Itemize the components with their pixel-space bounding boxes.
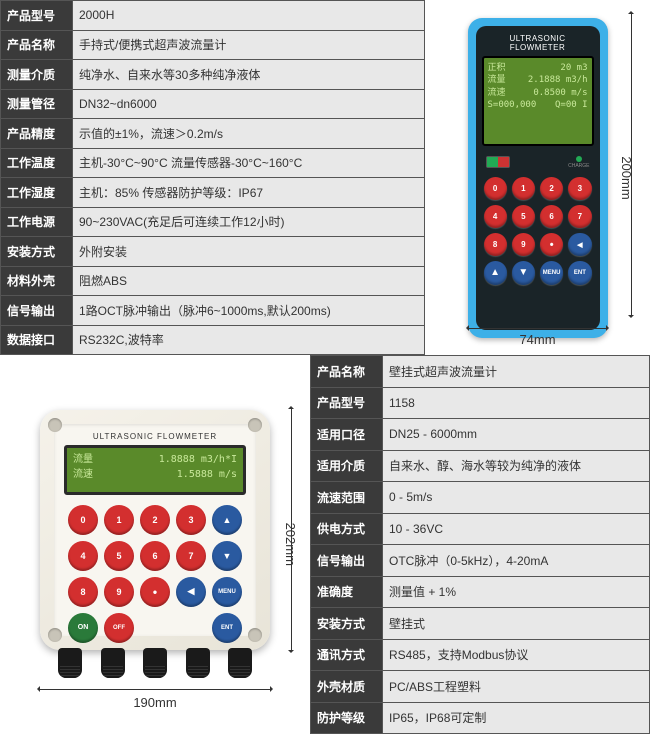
spec-label: 产品名称 [1,30,73,60]
table-row: 工作电源90~230VAC(充足后可连续工作12小时) [1,207,425,237]
spec-value: 主机-30°C~90°C 流量传感器-30°C~160°C [73,148,425,178]
spec-label: 工作温度 [1,148,73,178]
table-row: 数据接口RS232C,波特率 [1,325,425,355]
spec-value: 90~230VAC(充足后可连续工作12小时) [73,207,425,237]
spec-label: 测量管径 [1,89,73,119]
table-row: 产品型号2000H [1,1,425,31]
spec-label: 信号输出 [311,545,383,577]
spec-label: 准确度 [311,576,383,608]
spec-label: 工作电源 [1,207,73,237]
wallmount-height-dim: 202mm [283,522,298,565]
spec-value: 壁挂式超声波流量计 [383,356,650,388]
spec-value: PC/ABS工程塑料 [383,671,650,703]
spec-value: DN25 - 6000mm [383,419,650,451]
spec-label: 供电方式 [311,513,383,545]
table-row: 产品名称手持式/便携式超声波流量计 [1,30,425,60]
spec-label: 适用口径 [311,419,383,451]
table-row: 供电方式10 - 36VC [311,513,650,545]
spec-value: 示值的±1%，流速＞0.2m/s [73,119,425,149]
spec-value: 自来水、醇、海水等较为纯净的液体 [383,450,650,482]
wallmount-device-area: ULTRASONIC FLOWMETER 流量1.8888 m3/h*I 流速1… [0,355,310,734]
spec-label: 产品型号 [311,387,383,419]
handheld-device: ULTRASONIC FLOWMETER 正积20 m3 流量2.1888 m3… [468,18,608,338]
table-row: 材料外壳阻燃ABS [1,266,425,296]
spec-value: 2000H [73,1,425,31]
bottom-spec-table: 产品名称壁挂式超声波流量计产品型号1158适用口径DN25 - 6000mm适用… [310,355,650,734]
spec-label: 产品型号 [1,1,73,31]
spec-label: 适用介质 [311,450,383,482]
table-row: 适用口径DN25 - 6000mm [311,419,650,451]
spec-label: 测量介质 [1,60,73,90]
table-row: 工作湿度主机：85% 传感器防护等级：IP67 [1,178,425,208]
table-row: 产品精度示值的±1%，流速＞0.2m/s [1,119,425,149]
spec-value: DN32~dn6000 [73,89,425,119]
table-row: 安装方式外附安装 [1,237,425,267]
spec-value: IP65，IP68可定制 [383,702,650,734]
spec-value: 10 - 36VC [383,513,650,545]
spec-label: 外壳材质 [311,671,383,703]
table-row: 测量介质纯净水、自来水等30多种纯净液体 [1,60,425,90]
handheld-height-dim: 200mm [619,156,634,199]
wallmount-screen: 流量1.8888 m3/h*I 流速1.5888 m/s [64,445,246,495]
spec-value: RS485，支持Modbus协议 [383,639,650,671]
spec-value: 手持式/便携式超声波流量计 [73,30,425,60]
spec-label: 产品名称 [311,356,383,388]
handheld-keypad: 0123 4567 89•◀ ▲▼MENUENT [482,177,594,285]
table-row: 外壳材质PC/ABS工程塑料 [311,671,650,703]
wallmount-width-dim: 190mm [133,695,176,710]
table-row: 准确度测量值 + 1% [311,576,650,608]
table-row: 信号输出OTC脉冲（0-5kHz），4-20mA [311,545,650,577]
table-row: 工作温度主机-30°C~90°C 流量传感器-30°C~160°C [1,148,425,178]
spec-value: 测量值 + 1% [383,576,650,608]
charge-led [576,156,582,162]
wallmount-title: ULTRASONIC FLOWMETER [64,432,246,441]
handheld-device-area: ULTRASONIC FLOWMETER 正积20 m3 流量2.1888 m3… [425,0,650,355]
wallmount-device: ULTRASONIC FLOWMETER 流量1.8888 m3/h*I 流速1… [40,410,270,650]
spec-label: 防护等级 [311,702,383,734]
spec-value: 纯净水、自来水等30多种纯净液体 [73,60,425,90]
table-row: 测量管径DN32~dn6000 [1,89,425,119]
spec-label: 信号输出 [1,296,73,326]
spec-label: 产品精度 [1,119,73,149]
handheld-width-dim: 74mm [519,332,555,347]
handheld-title: ULTRASONIC FLOWMETER [482,34,594,52]
spec-value: 1路OCT脉冲输出（脉冲6~1000ms,默认200ms) [73,296,425,326]
table-row: 通讯方式RS485，支持Modbus协议 [311,639,650,671]
top-spec-table: 产品型号2000H产品名称手持式/便携式超声波流量计测量介质纯净水、自来水等30… [0,0,425,355]
handheld-screen: 正积20 m3 流量2.1888 m3/h 流速0.8500 m/s S=000… [482,56,594,146]
spec-label: 工作湿度 [1,178,73,208]
spec-label: 通讯方式 [311,639,383,671]
power-switch [486,156,510,168]
table-row: 安装方式壁挂式 [311,608,650,640]
spec-label: 安装方式 [311,608,383,640]
table-row: 适用介质自来水、醇、海水等较为纯净的液体 [311,450,650,482]
spec-value: 外附安装 [73,237,425,267]
spec-value: 0 - 5m/s [383,482,650,514]
spec-label: 材料外壳 [1,266,73,296]
table-row: 信号输出1路OCT脉冲输出（脉冲6~1000ms,默认200ms) [1,296,425,326]
spec-value: 主机：85% 传感器防护等级：IP67 [73,178,425,208]
table-row: 产品名称壁挂式超声波流量计 [311,356,650,388]
spec-label: 流速范围 [311,482,383,514]
spec-label: 安装方式 [1,237,73,267]
table-row: 防护等级IP65，IP68可定制 [311,702,650,734]
table-row: 流速范围0 - 5m/s [311,482,650,514]
spec-value: RS232C,波特率 [73,325,425,355]
wallmount-keypad: 0123▲ 4567▼ 89•◀MENU ONOFFENT [64,505,246,643]
spec-label: 数据接口 [1,325,73,355]
spec-value: OTC脉冲（0-5kHz），4-20mA [383,545,650,577]
spec-value: 阻燃ABS [73,266,425,296]
spec-value: 1158 [383,387,650,419]
table-row: 产品型号1158 [311,387,650,419]
spec-value: 壁挂式 [383,608,650,640]
